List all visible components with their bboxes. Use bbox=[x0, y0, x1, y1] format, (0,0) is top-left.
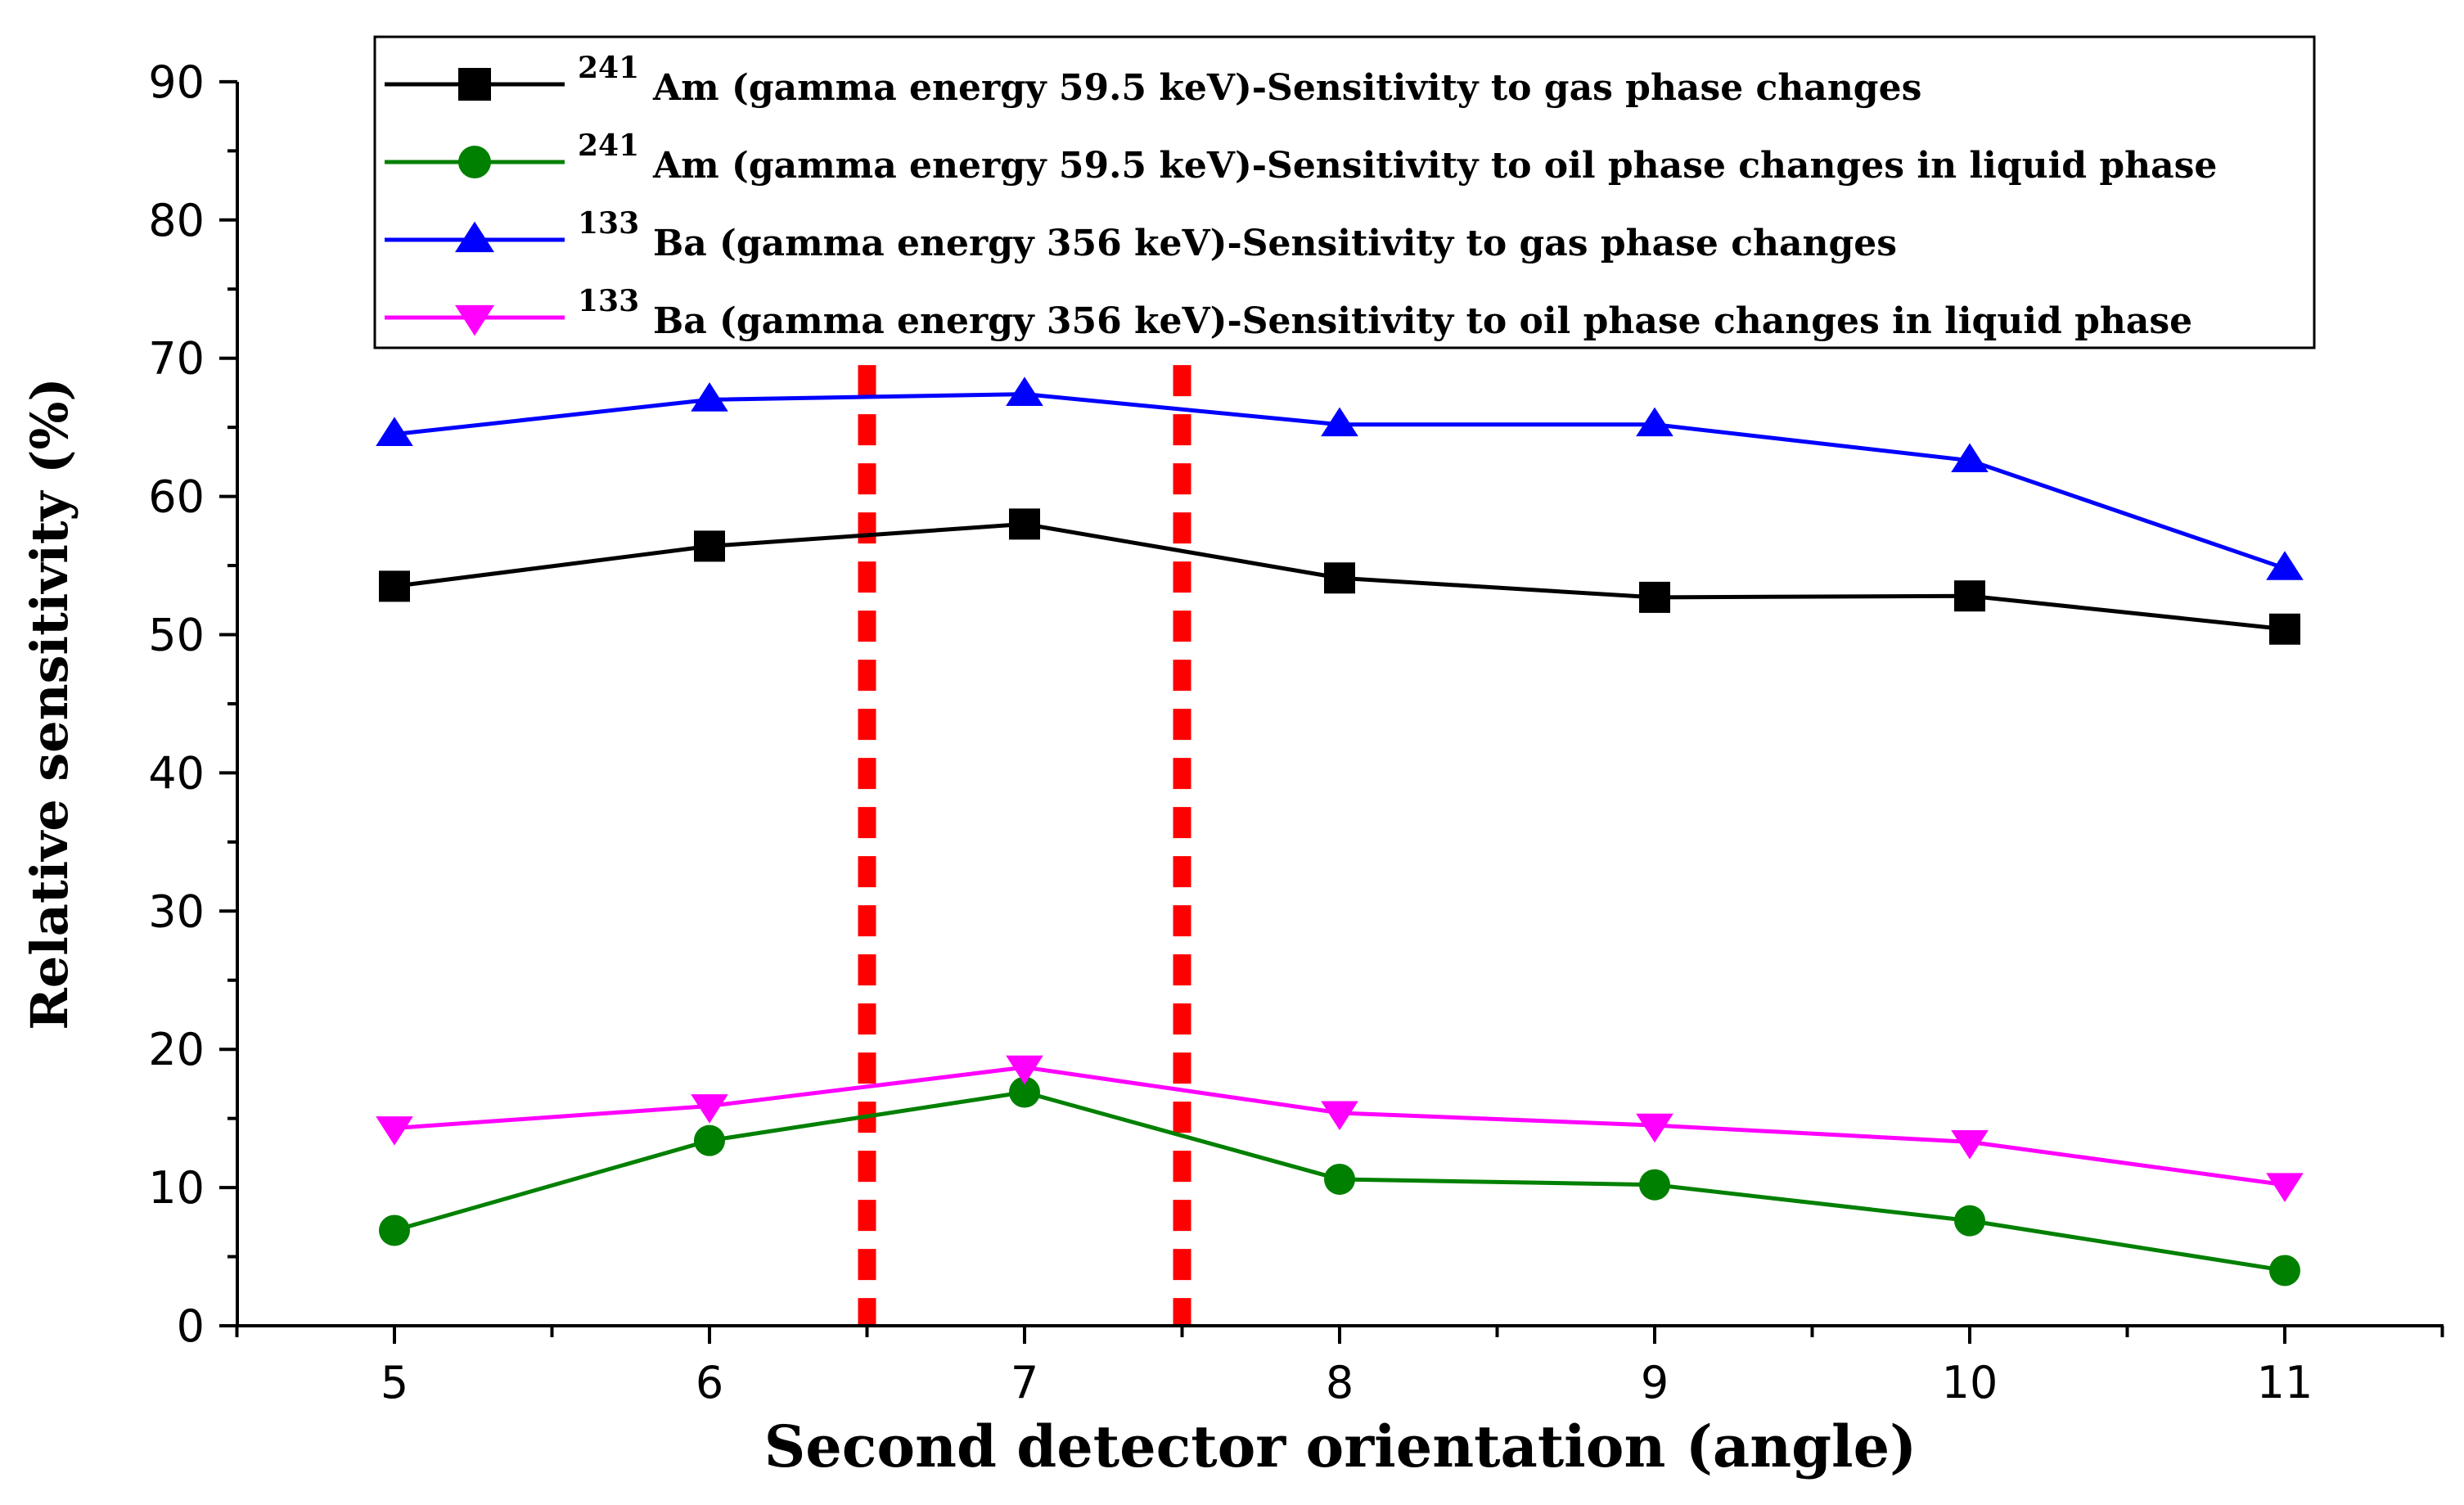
y-tick-label: 80 bbox=[148, 195, 205, 246]
y-axis-title: Relative sensitivity (%) bbox=[20, 377, 79, 1030]
data-point bbox=[694, 530, 725, 562]
y-tick-label: 40 bbox=[148, 747, 205, 799]
data-point bbox=[1321, 407, 1358, 437]
legend-label: Am (gamma energy 59.5 keV)-Sensitivity t… bbox=[652, 67, 1921, 109]
legend-label: Am (gamma energy 59.5 keV)-Sensitivity t… bbox=[652, 145, 2217, 187]
data-point bbox=[1951, 443, 1989, 473]
y-axis: 0 10 20 30 40 50 60 70 80 90 bbox=[148, 56, 239, 1352]
legend-superscript: 133 bbox=[578, 206, 639, 241]
x-tick-label: 10 bbox=[1942, 1357, 1998, 1408]
data-point bbox=[1324, 1163, 1355, 1195]
data-point bbox=[691, 1094, 728, 1124]
data-point bbox=[1954, 1205, 1985, 1237]
x-axis-title: Second detector orientation (angle) bbox=[764, 1413, 1917, 1480]
y-tick-label: 50 bbox=[148, 610, 205, 661]
y-tick-label: 70 bbox=[148, 333, 205, 385]
x-tick-label: 9 bbox=[1641, 1357, 1669, 1408]
y-tick-label: 0 bbox=[177, 1300, 205, 1352]
data-point bbox=[379, 1214, 410, 1246]
plot-area bbox=[376, 365, 2304, 1324]
legend-box bbox=[373, 35, 2316, 349]
reference-lines bbox=[858, 365, 1191, 1324]
legend: 241 Am (gamma energy 59.5 keV)-Sensitivit… bbox=[373, 35, 2316, 349]
legend-marker bbox=[455, 221, 494, 253]
data-point bbox=[2269, 613, 2300, 645]
data-point bbox=[1006, 1055, 1043, 1085]
y-tick-label: 90 bbox=[148, 56, 205, 108]
legend-superscript: 241 bbox=[578, 51, 639, 85]
data-point bbox=[1639, 1169, 1670, 1201]
data-point bbox=[1321, 1101, 1358, 1131]
y-tick-label: 20 bbox=[148, 1024, 205, 1075]
x-tick-label: 8 bbox=[1326, 1357, 1354, 1408]
data-point bbox=[1006, 376, 1043, 406]
data-point bbox=[691, 382, 728, 412]
legend-marker bbox=[458, 68, 491, 101]
data-point bbox=[2266, 1173, 2304, 1202]
y-tick-label: 60 bbox=[148, 471, 205, 523]
legend-label: Ba (gamma energy 356 keV)-Sensitivity to… bbox=[653, 223, 1897, 264]
data-point bbox=[376, 1116, 413, 1146]
x-axis: 5 6 7 8 9 10 11 bbox=[235, 1324, 2444, 1408]
legend-superscript: 133 bbox=[578, 284, 639, 318]
series-markers bbox=[376, 376, 2304, 1286]
x-tick-label: 7 bbox=[1011, 1357, 1038, 1408]
data-point bbox=[1009, 508, 1040, 540]
data-point bbox=[2266, 551, 2304, 580]
x-tick-label: 11 bbox=[2257, 1357, 2313, 1408]
data-point bbox=[1639, 581, 1670, 613]
data-point bbox=[1636, 407, 1673, 437]
legend-marker bbox=[458, 146, 491, 178]
legend-marker bbox=[455, 304, 494, 336]
data-point bbox=[1324, 562, 1355, 594]
data-point bbox=[1009, 1076, 1040, 1108]
y-tick-label: 10 bbox=[148, 1162, 205, 1214]
data-point bbox=[1951, 1129, 1989, 1160]
x-tick-label: 5 bbox=[381, 1357, 408, 1408]
data-point bbox=[379, 570, 410, 602]
legend-superscript: 241 bbox=[578, 128, 639, 163]
data-point bbox=[694, 1124, 725, 1156]
legend-label: Ba (gamma energy 356 keV)-Sensitivity to… bbox=[653, 300, 2192, 342]
data-point bbox=[2269, 1255, 2300, 1286]
data-point bbox=[1636, 1113, 1673, 1143]
data-point bbox=[1954, 580, 1985, 612]
y-tick-label: 30 bbox=[148, 885, 205, 937]
data-point bbox=[376, 417, 413, 446]
x-tick-label: 6 bbox=[696, 1357, 723, 1408]
